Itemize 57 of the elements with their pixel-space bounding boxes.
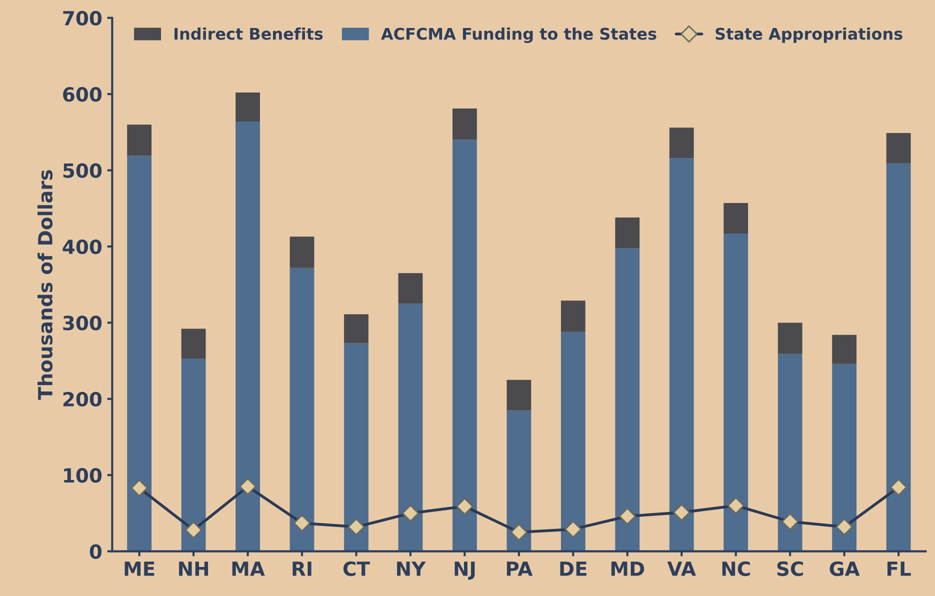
bar xyxy=(778,322,802,354)
x-tick-label: MD xyxy=(611,562,644,576)
x-tick-label: PA xyxy=(506,562,533,576)
bar xyxy=(724,234,748,552)
bar xyxy=(290,268,314,552)
bar xyxy=(452,108,477,140)
bar xyxy=(398,273,423,304)
bar xyxy=(398,304,423,552)
bar xyxy=(236,92,260,122)
bar xyxy=(669,158,694,552)
y-tick-label: 300 xyxy=(63,316,102,330)
bar xyxy=(506,380,532,410)
bar xyxy=(181,358,206,552)
x-tick-label: ME xyxy=(124,562,154,576)
bar xyxy=(452,140,477,552)
bar xyxy=(724,203,748,234)
bar xyxy=(127,156,152,552)
y-tick-label: 700 xyxy=(63,10,102,26)
bar xyxy=(615,248,640,552)
x-tick-label: FL xyxy=(887,562,911,576)
bar xyxy=(832,334,857,364)
bar xyxy=(344,343,368,552)
bar xyxy=(615,218,640,248)
x-tick-label: NY xyxy=(397,562,426,576)
x-tick-label: DE xyxy=(560,562,586,576)
bar xyxy=(181,328,206,359)
legend-label: Indirect Benefits xyxy=(174,27,323,40)
x-tick-label: SC xyxy=(777,561,803,576)
bar xyxy=(560,332,586,552)
bar xyxy=(669,128,694,158)
bar xyxy=(832,364,857,552)
legend-label: State Appropriations xyxy=(716,27,902,43)
y-tick-label: 100 xyxy=(64,468,102,483)
bar xyxy=(290,236,314,268)
x-tick-label: NH xyxy=(179,562,208,576)
x-tick-label: NJ xyxy=(454,562,475,580)
x-tick-label: VA xyxy=(667,562,696,576)
y-tick-label: 0 xyxy=(90,544,102,559)
x-tick-label: RI xyxy=(292,562,312,576)
bar xyxy=(344,314,368,344)
bar xyxy=(127,124,152,156)
y-tick-label: 600 xyxy=(63,87,102,102)
legend-label: ACFCMA Funding to the States xyxy=(381,27,656,44)
x-tick-label: MA xyxy=(232,562,265,576)
bar xyxy=(506,410,532,552)
bar xyxy=(236,122,260,552)
bar xyxy=(886,132,911,164)
bar xyxy=(886,163,911,552)
x-tick-label: NC xyxy=(722,561,750,576)
bar xyxy=(778,354,802,552)
y-tick-label: 500 xyxy=(63,163,102,178)
x-tick-label: GA xyxy=(830,561,860,576)
y-tick-label: 200 xyxy=(63,392,102,407)
bar xyxy=(560,300,586,332)
y-tick-label: 400 xyxy=(62,239,102,254)
x-tick-label: CT xyxy=(343,561,370,576)
y-axis-title: Thousands of Dollars xyxy=(38,170,53,400)
